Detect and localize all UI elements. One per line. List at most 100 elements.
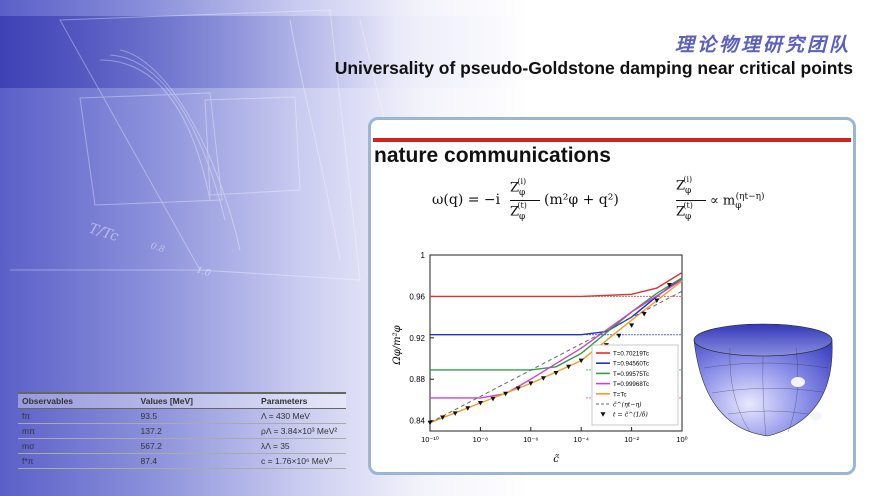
scaling-point (666, 283, 672, 288)
scaling-point (641, 312, 647, 317)
fit-line (429, 290, 683, 424)
journal-name: nature communications (374, 144, 611, 167)
legend-marker (600, 412, 606, 417)
scaling-point (528, 381, 534, 386)
damping-chart: 10.960.920.880.84 10⁻¹⁰ 10⁻⁸ 10⁻⁶ 10⁻⁴ 10⁻² 1… (392, 251, 688, 465)
table-header-values: Values [MeV] (140, 396, 193, 406)
ratio-formula: Zφ(i) Zφ(t) ∝ mφ(ηt−η) (676, 175, 796, 226)
bg-tick-08: 0.8 (149, 241, 166, 255)
scaling-point (553, 371, 559, 376)
bg-plot-legend (204, 96, 301, 196)
series-line (430, 272, 683, 298)
x-tick-label: 10⁻⁴ (573, 435, 589, 444)
x-ticks: 10⁻¹⁰ 10⁻⁸ 10⁻⁶ 10⁻⁴ 10⁻² 10⁰ (421, 427, 688, 444)
scaling-point (566, 364, 572, 370)
series-line (430, 279, 683, 399)
legend-label: T=0.70219Tc (613, 351, 649, 358)
potential-bowl-image (693, 323, 833, 437)
table-cell: λΛ = 35 (261, 441, 290, 451)
series-line (430, 277, 683, 371)
omega-frac-bar (510, 200, 540, 201)
x-tick-label: 10⁻² (624, 435, 639, 444)
ratio-frac-num: Zφ(i) (676, 175, 693, 196)
table-cell: c = 1.76×10⁶ MeV³ (261, 456, 333, 466)
x-axis-label: c̃ (553, 454, 559, 465)
parameters-table: Observables Values [MeV] Parameters fπ 9… (18, 392, 346, 469)
page-title: Universality of pseudo-Goldstone damping… (334, 58, 853, 78)
table-cell: 87.4 (140, 456, 158, 466)
table-cell: ρΛ = 3.84×10³ MeV² (261, 426, 338, 436)
bg-curve-2 (109, 54, 226, 221)
bg-plot-frame (59, 9, 361, 281)
legend: T=0.70219Tc T=0.94560Tc T=0.99575Tc T=0.999… (591, 344, 679, 426)
ratio-frac-bar (676, 200, 706, 201)
plot-frame (429, 254, 683, 432)
table-cell: mσ (22, 441, 35, 451)
x-tick-label: 10⁰ (676, 435, 687, 444)
omega-lhs: ω(q) = −i (432, 192, 501, 208)
scaling-point (629, 323, 635, 328)
table-row: fπ 93.5 Λ = 430 MeV (18, 409, 346, 424)
omega-frac-den: Zφ(t) (510, 201, 527, 222)
table-header-parameters: Parameters (261, 396, 308, 406)
bowl-grid (703, 347, 829, 437)
table-row: f*π 87.4 c = 1.76×10⁶ MeV³ (18, 454, 346, 469)
scaling-point (515, 386, 521, 392)
omega-rhs: (m²φ + q²) (544, 192, 619, 208)
table-header: Observables Values [MeV] Parameters (18, 392, 346, 409)
ratio-frac-den: Zφ(t) (676, 201, 693, 222)
legend-label: T=0.99968Tc (613, 381, 649, 388)
scaling-point (477, 401, 483, 406)
table-cell: mπ (22, 426, 35, 436)
scaling-point (465, 406, 471, 411)
legend-label: T=0.94560Tc (613, 361, 649, 368)
bowl-ball-2 (810, 411, 822, 421)
x-tick-label: 10⁻⁸ (473, 435, 488, 444)
journal-red-bar (373, 138, 851, 142)
y-axis-label: Ωφ/m²φ (392, 325, 403, 365)
bg-curve-3 (119, 49, 241, 251)
table-cell: 137.2 (140, 426, 162, 436)
table-cell: f*π (22, 456, 34, 466)
bowl-rim (693, 323, 833, 357)
legend-fit-label: c̃^(ηt−η) (613, 402, 642, 409)
legend-label: T=0.99575Tc (613, 371, 649, 378)
bg-plot-inset (79, 92, 223, 206)
omega-frac-num: Zφ(i) (510, 177, 527, 198)
table-cell: 93.5 (140, 411, 158, 421)
brand-title: 理论物理研究团队 (674, 34, 851, 56)
table-header-observables: Observables (22, 396, 74, 406)
scaling-point (503, 391, 509, 397)
scaling-point (616, 333, 622, 339)
bg-xlabel: T/Tc (87, 221, 121, 246)
scaling-point (654, 298, 660, 304)
legend-items: T=0.70219Tc T=0.94560Tc T=0.99575Tc T=0.999… (596, 351, 649, 419)
scaling-point (440, 415, 446, 421)
y-tick-label: 0.96 (409, 292, 425, 301)
legend-scaling-label: t = c̃^(1/δ) (613, 412, 648, 419)
scaling-point (427, 420, 433, 426)
legend-label: T=Tc (613, 391, 627, 398)
header-band (0, 16, 879, 88)
scaling-point (490, 396, 496, 402)
bg-curve-1 (99, 59, 211, 201)
scaling-point (578, 358, 584, 364)
y-tick-label: 0.88 (409, 375, 425, 384)
bg-tick-10: 1.0 (195, 265, 212, 279)
series-line (430, 277, 683, 336)
scaling-point (452, 411, 458, 416)
legend-box (591, 344, 679, 426)
y-tick-label: 0.84 (409, 417, 425, 426)
ratio-prop: ∝ mφ(ηt−η) (710, 192, 765, 211)
bowl-ball-1 (791, 377, 805, 387)
table-cell: fπ (22, 411, 31, 421)
table-row: mσ 567.2 λΛ = 35 (18, 439, 346, 454)
omega-formula: ω(q) = −i Zφ(i) Zφ(t) (m²φ + q²) (432, 177, 632, 228)
scaling-point (540, 376, 546, 381)
table-row: mπ 137.2 ρΛ = 3.84×10³ MeV² (18, 424, 346, 439)
x-tick-label: 10⁻¹⁰ (421, 435, 439, 444)
bg-curve-4 (289, 19, 341, 261)
y-tick-label: 0.92 (409, 334, 425, 343)
scaling-points (427, 283, 672, 426)
